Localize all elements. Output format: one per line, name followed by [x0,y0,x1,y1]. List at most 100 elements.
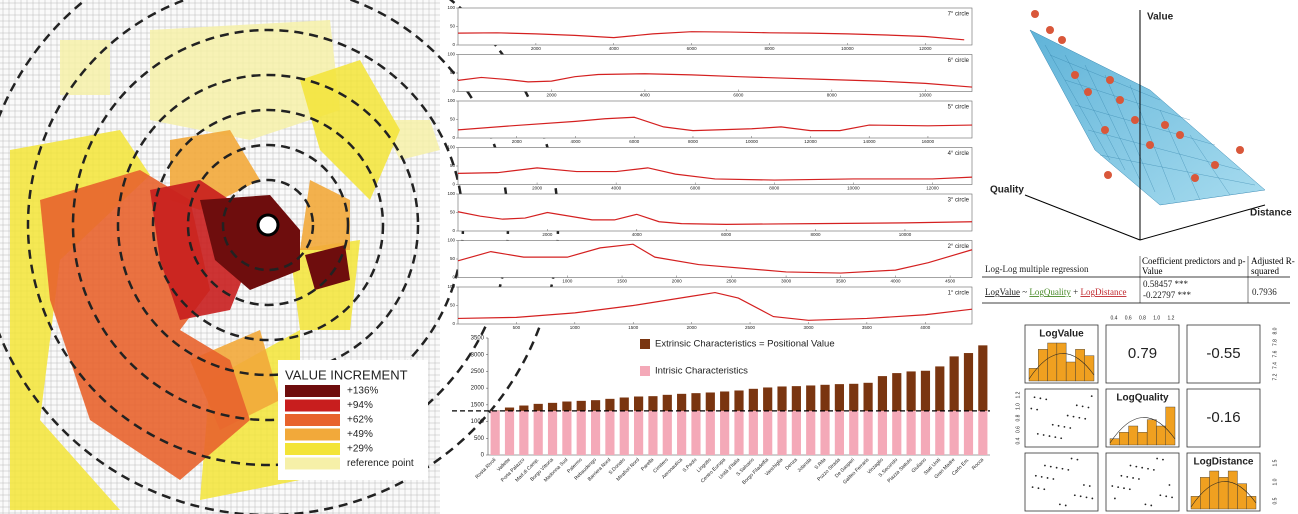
x-tick-label: 8000 [769,186,780,191]
x-tick-label: 8000 [811,232,822,237]
formula-term: LogQuality [1029,287,1071,297]
y-tick-label: 2000 [471,386,485,392]
tick-label: 1.2 [1015,391,1021,398]
scatter-dot [1072,415,1075,418]
density-curve [1109,417,1176,444]
tick-label: 0.8 [1015,414,1021,421]
scatter-dot [1043,488,1046,491]
histogram-bar [1047,342,1058,382]
bar-segment [849,410,859,455]
tick-label: 1.0 [1272,478,1278,485]
x-tick-label: 1000 [570,325,581,330]
bar-segment [791,410,801,455]
x-tick-label: 6000 [733,93,744,98]
bar-segment [920,410,931,455]
x-tick-label: 4000 [632,232,643,237]
panel-title: 7° circle [948,12,970,18]
panel-title: 3° circle [948,198,970,204]
panel-title: 4° circle [948,151,970,157]
histogram-bar [1209,470,1220,510]
legend-label: reference point [347,458,414,469]
scatter-dot [1070,457,1073,460]
x-tick-label: 2000 [542,232,553,237]
scatter-dot [1147,467,1149,470]
bar-segment [562,410,572,455]
panel-frame [457,193,973,232]
y-tick-label: 0 [452,89,455,94]
y-tick-label: 0 [452,182,455,187]
x-tick-label: 6000 [687,46,698,51]
scatter-dot [1141,466,1144,469]
legend-label: +49% [347,429,373,440]
bar-segment [734,410,744,455]
histogram-bar [1028,368,1039,382]
bar-segment [906,371,916,411]
scatter-dot [1117,486,1120,489]
bar-segment [978,410,988,455]
panel-title: 2° circle [948,244,970,250]
x-tick-label: 16000 [922,139,935,144]
y-tick-label: 50 [450,24,456,29]
bar-segment [877,410,888,455]
coefficient: -0.22797 *** [1143,290,1191,300]
tick-label: 1.0 [1015,403,1021,410]
tick-label: 0.5 [1272,497,1278,504]
scatter-dot [1135,465,1138,468]
scatter-dot [1152,468,1155,471]
scatter-dot [1051,423,1054,426]
y-tick-label: 50 [450,210,456,215]
scatter-dot [1058,503,1061,506]
scatter-dot [1084,417,1087,420]
scatter-dot [1129,464,1132,467]
y-tick-label: 100 [447,191,455,196]
x-tick-label: 3500 [836,279,847,284]
bar-segment [820,410,830,455]
histogram-bar [1237,483,1247,510]
histogram-bar [1246,496,1257,510]
histogram-bar [1190,496,1201,510]
scatter-dot [1066,414,1069,417]
scatter-dot [1120,474,1123,477]
x-tick-label: 4500 [945,279,956,284]
x-tick-label: 1500 [617,279,628,284]
scatter-dot [1113,497,1116,500]
line [457,116,973,132]
formula-op: ~ [1022,287,1027,297]
bar-segment [677,410,687,455]
scatter-dot [1138,478,1140,480]
y-tick-label: 100 [447,52,455,57]
bar-segment [820,384,830,411]
correlation: 0.79 [1128,345,1157,362]
x-tick-label: 3000 [803,325,814,330]
panel-title: 5° circle [948,105,970,111]
bar-segment [533,410,543,455]
bar-segment [892,410,902,455]
formula: LogValue ~ LogQuality + LogDistance [985,287,1126,297]
bar-segment [920,370,931,411]
scatter-dot [1054,436,1057,439]
scatter-dot [1057,424,1060,427]
panel-frame [457,100,973,139]
legend-swatch [640,339,650,349]
line [457,211,973,225]
scatter-dot [1076,458,1079,461]
x-tick-label: 8000 [827,93,838,98]
y-tick-label: 0 [452,135,455,140]
scatter-dot [1046,477,1049,479]
y-tick-label: 100 [447,238,455,243]
panel-frame [457,240,973,278]
bar-segment [806,385,816,411]
scatter-dot [1040,475,1043,478]
tick-label: 7.6 [1272,350,1278,357]
axis-label: Distance [1250,208,1292,219]
bar-segment [949,410,959,455]
scatter-dot [1083,484,1085,486]
bar-segment [590,400,601,411]
surface-mesh [1044,44,1256,201]
y-tick-label: 0 [452,275,455,280]
bar-segment [705,410,715,455]
correlation: -0.55 [1206,345,1240,362]
legend-swatch [285,385,340,397]
y-tick-label: 50 [450,117,456,122]
x-tick-label: 4000 [890,279,901,284]
